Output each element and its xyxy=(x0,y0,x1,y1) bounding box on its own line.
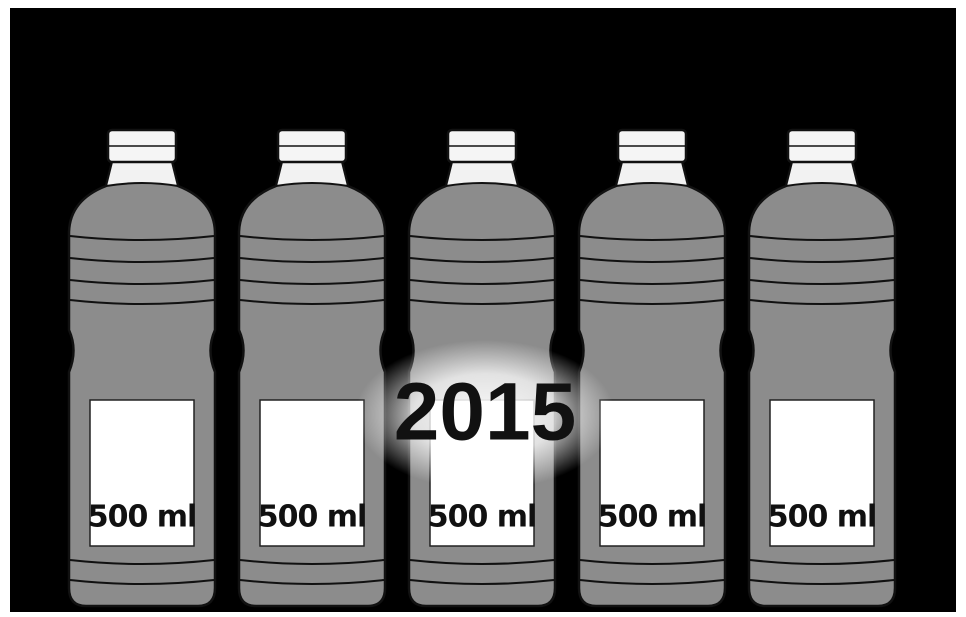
bottle: 500 ml xyxy=(239,130,385,606)
bottle-neck xyxy=(786,162,858,186)
bottle-label: 500 ml xyxy=(88,500,197,535)
bottle-label: 500 ml xyxy=(768,500,877,535)
bottle: 500 ml xyxy=(579,130,725,606)
bottle: 500 ml xyxy=(69,130,215,606)
scene: 500 ml 500 ml 500 ml 500 ml 500 ml 2015 xyxy=(0,0,966,617)
bottle-neck xyxy=(446,162,518,186)
bottle-label: 500 ml xyxy=(428,500,537,535)
bottle-neck xyxy=(616,162,688,186)
bottle-label: 500 ml xyxy=(258,500,367,535)
bottle-neck xyxy=(276,162,348,186)
bottle: 500 ml xyxy=(749,130,895,606)
bottle-label: 500 ml xyxy=(598,500,707,535)
bottle-neck xyxy=(106,162,178,186)
year: 2015 xyxy=(394,367,576,458)
